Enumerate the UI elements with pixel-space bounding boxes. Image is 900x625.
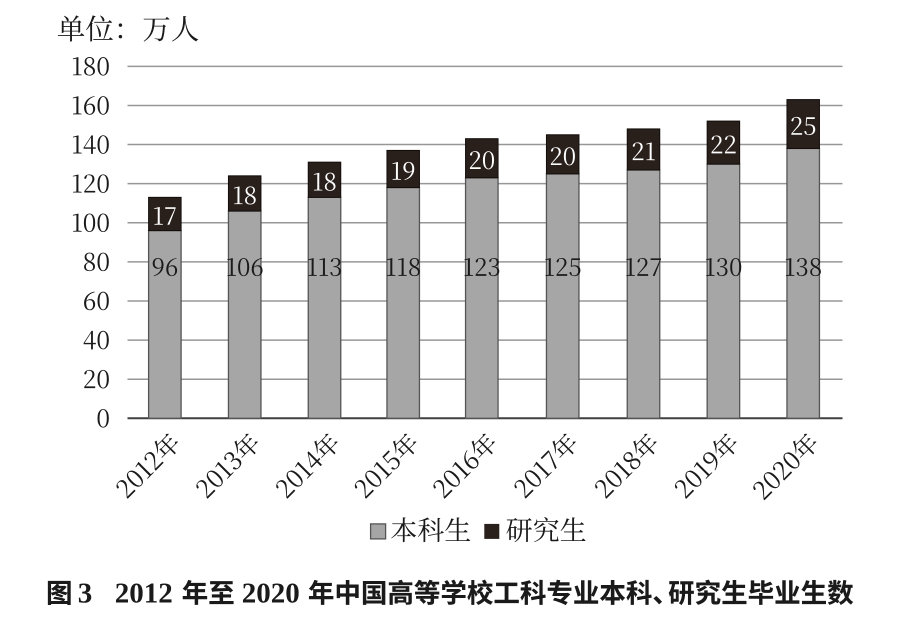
svg-text:2012: 2012 bbox=[115, 578, 173, 610]
svg-text:3: 3 bbox=[78, 578, 93, 610]
svg-text:2020: 2020 bbox=[242, 578, 300, 610]
